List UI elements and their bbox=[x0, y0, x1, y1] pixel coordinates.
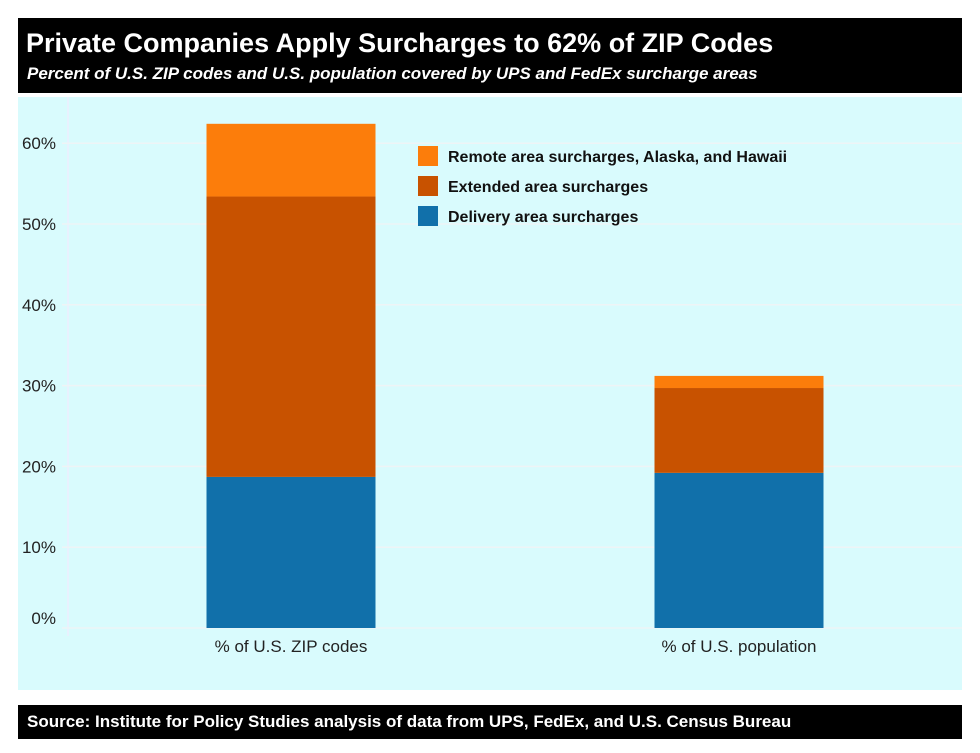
chart-title: Private Companies Apply Surcharges to 62… bbox=[26, 28, 774, 58]
bar-segment bbox=[206, 123, 376, 197]
bar-segment bbox=[654, 388, 824, 473]
y-tick-label: 0% bbox=[31, 609, 56, 628]
chart-header: Private Companies Apply Surcharges to 62… bbox=[18, 18, 962, 93]
y-tick-label: 60% bbox=[22, 134, 56, 153]
legend-swatch bbox=[418, 146, 438, 166]
y-tick-label: 10% bbox=[22, 538, 56, 557]
y-tick-label: 50% bbox=[22, 215, 56, 234]
chart-subtitle: Percent of U.S. ZIP codes and U.S. popul… bbox=[27, 64, 758, 83]
bar-segment bbox=[654, 375, 824, 389]
y-tick-label: 40% bbox=[22, 296, 56, 315]
y-tick-label: 20% bbox=[22, 457, 56, 476]
stacked-bar-chart: 0% 10% 20% 30% 40% 50% 60% % of U.S. ZIP codes%… bbox=[22, 97, 962, 656]
bar-segment bbox=[206, 476, 376, 628]
bar-segment bbox=[654, 472, 824, 628]
x-tick-label: % of U.S. population bbox=[662, 637, 817, 656]
legend-swatch bbox=[418, 206, 438, 226]
legend-label: Remote area surcharges, Alaska, and Hawa… bbox=[448, 149, 787, 166]
legend-label: Extended area surcharges bbox=[448, 179, 648, 196]
bar-segment bbox=[206, 196, 376, 477]
plot-area: 0% 10% 20% 30% 40% 50% 60% % of U.S. ZIP codes%… bbox=[18, 97, 962, 690]
source-footer: Source: Institute for Policy Studies ana… bbox=[18, 705, 962, 739]
x-tick-label: % of U.S. ZIP codes bbox=[215, 637, 368, 656]
legend-swatch bbox=[418, 176, 438, 196]
legend-label: Delivery area surcharges bbox=[448, 209, 638, 226]
y-tick-label: 30% bbox=[22, 377, 56, 396]
